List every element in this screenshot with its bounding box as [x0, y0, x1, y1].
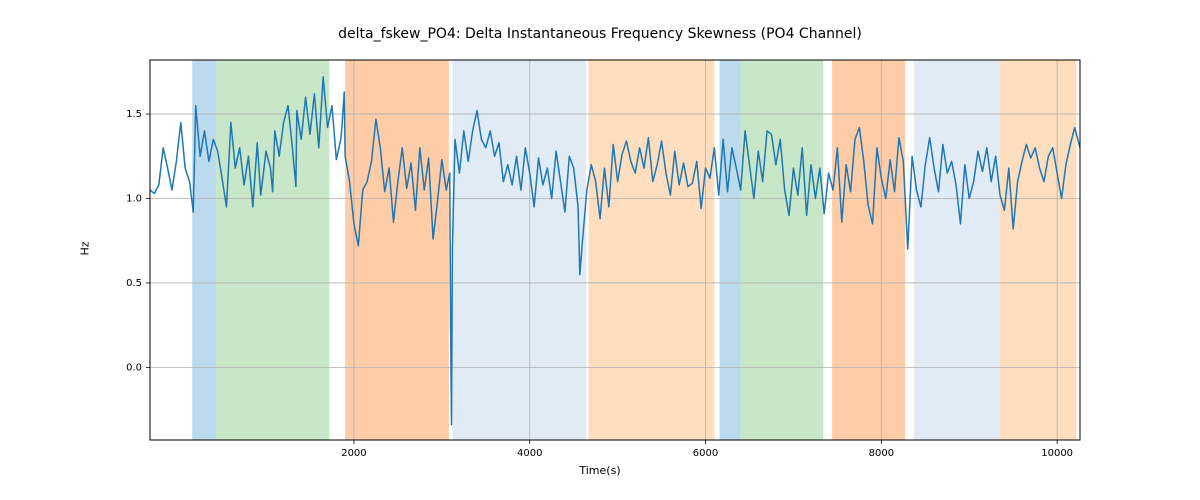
band	[589, 60, 715, 440]
y-tick-label: 0.0	[126, 362, 142, 373]
band	[345, 60, 449, 440]
x-tick-label: 8000	[869, 448, 894, 459]
band	[914, 60, 1000, 440]
chart-svg: 2000 4000 6000 8000 10000 0.0 0.5 1.0 1.5	[0, 0, 1200, 500]
band	[832, 60, 905, 440]
band	[452, 60, 532, 440]
x-tick-label: 2000	[341, 448, 366, 459]
y-tick-label: 1.0	[126, 193, 142, 204]
band	[720, 60, 741, 440]
x-tick-label: 4000	[517, 448, 542, 459]
x-tick-label: 6000	[693, 448, 718, 459]
y-tick-label: 0.5	[126, 278, 142, 289]
x-tick-label: 10000	[1041, 448, 1073, 459]
background-bands	[192, 60, 1076, 440]
band	[741, 60, 824, 440]
band	[1000, 60, 1076, 440]
x-axis-label: Time(s)	[0, 464, 1200, 477]
y-tick-label: 1.5	[126, 109, 142, 120]
chart-container: delta_fskew_PO4: Delta Instantaneous Fre…	[0, 0, 1200, 500]
band	[532, 60, 586, 440]
